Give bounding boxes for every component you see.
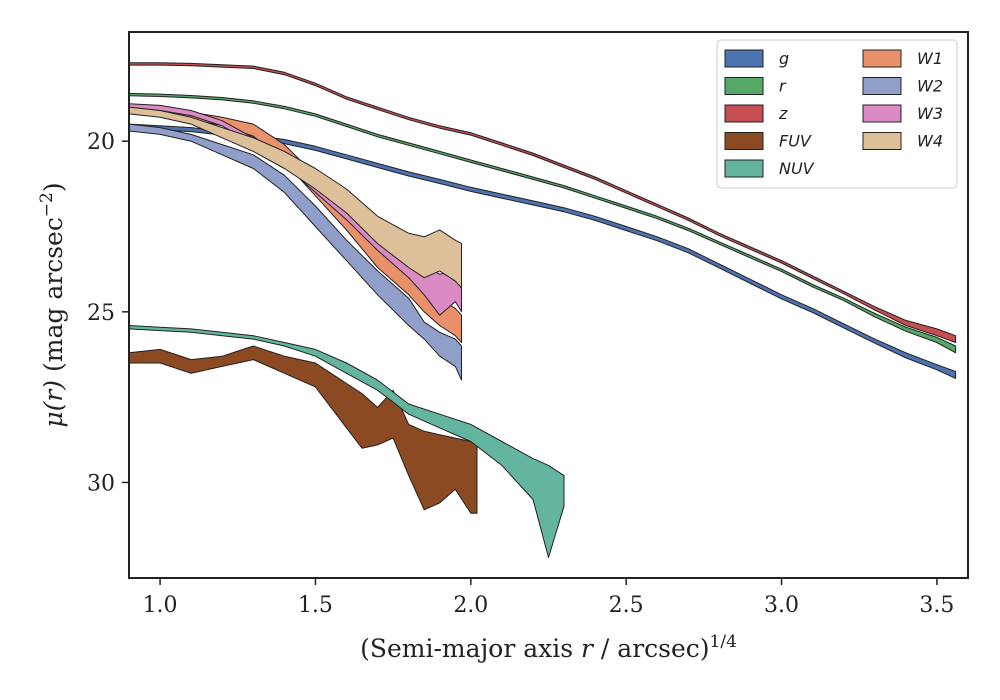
legend-swatch-fuv: [724, 132, 764, 150]
band-nuv: [129, 325, 565, 558]
x-tick-label: 1.0: [143, 593, 178, 618]
legend-swatch-w1: [862, 49, 902, 68]
legend-swatch-nuv: [724, 159, 764, 178]
legend-label-w2: W2: [917, 77, 943, 96]
legend-label-r: r: [779, 77, 787, 96]
legend: grz FUV NUV W1 W2 W3 W4: [716, 39, 958, 189]
legend-swatch-w3: [862, 104, 902, 123]
legend-label-w3: W3: [917, 104, 943, 123]
legend-swatch-r: [724, 77, 764, 95]
band-w4: [129, 106, 462, 289]
band-g: [129, 123, 957, 379]
legend-swatch-w4: [862, 132, 902, 150]
legend-label-w1: W1: [917, 49, 943, 68]
band-fuv: [129, 345, 478, 514]
x-tick-label: 3.0: [764, 593, 799, 618]
plot-frame: [128, 31, 969, 579]
x-tick-label: 1.5: [298, 593, 333, 618]
x-tick-label: 3.5: [919, 593, 954, 618]
y-axis-title: μ(r) (mag arcsec−2): [37, 182, 68, 427]
band-z: [129, 62, 957, 343]
band-w2: [129, 123, 462, 381]
legend-swatch-w2: [862, 77, 902, 95]
y-tick-label: 20: [87, 130, 115, 155]
legend-label-g: g: [779, 49, 789, 68]
x-axis: 1.0 1.5 2.0 2.5 3.0 3.5: [143, 578, 954, 618]
x-axis-title: (Semi-major axis r / arcsec)1/4: [360, 632, 737, 663]
y-axis: 20 25 30: [87, 130, 129, 496]
legend-label-w4: W4: [917, 132, 943, 151]
legend-label-z: z: [778, 104, 788, 123]
legend-label-nuv: NUV: [779, 159, 815, 178]
band-r: [129, 92, 957, 354]
x-tick-label: 2.0: [453, 593, 488, 618]
y-tick-label: 30: [87, 471, 115, 496]
legend-label-fuv: FUV: [779, 132, 812, 151]
legend-swatch-z: [724, 104, 764, 123]
legend-swatch-g: [724, 49, 764, 68]
bands-group: [129, 62, 957, 558]
y-tick-label: 25: [87, 301, 115, 326]
x-tick-label: 2.5: [609, 593, 644, 618]
